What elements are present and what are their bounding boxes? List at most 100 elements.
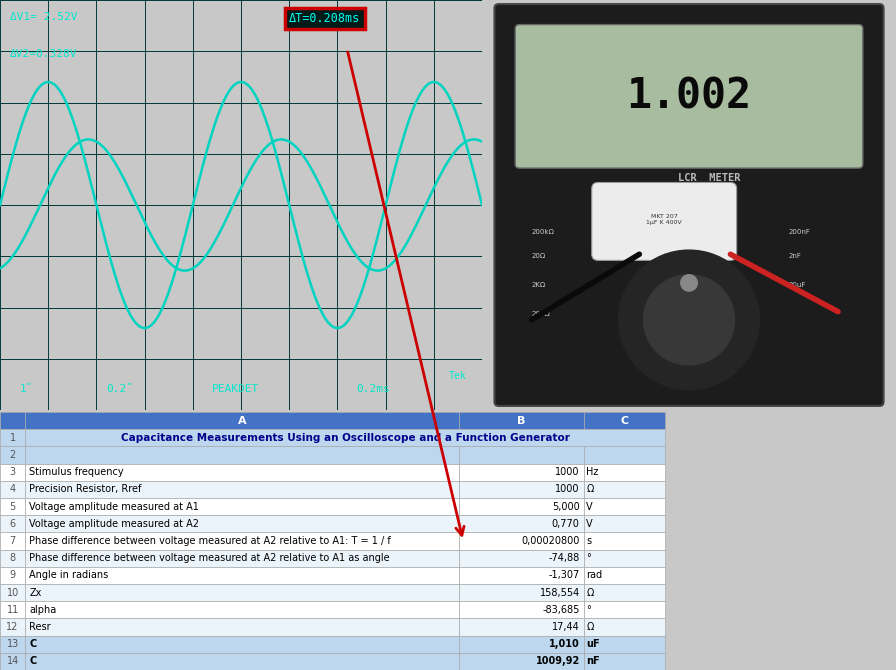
Bar — [0, 481, 25, 498]
Text: nF: nF — [586, 657, 600, 667]
Bar — [25, 464, 459, 481]
Bar — [459, 498, 583, 515]
Bar — [583, 618, 665, 636]
Text: B: B — [517, 415, 525, 425]
Bar — [459, 584, 583, 601]
Text: 5,000: 5,000 — [552, 502, 580, 512]
Text: uF: uF — [586, 639, 600, 649]
Text: 2KΩ: 2KΩ — [531, 282, 546, 288]
Text: C: C — [620, 415, 628, 425]
Bar — [583, 515, 665, 533]
Bar — [0, 446, 25, 464]
Bar — [25, 412, 459, 429]
Bar — [459, 464, 583, 481]
Bar — [25, 446, 459, 464]
Text: 1009,92: 1009,92 — [536, 657, 580, 667]
Text: 14: 14 — [6, 657, 19, 667]
Text: -74,88: -74,88 — [548, 553, 580, 563]
Text: 1000: 1000 — [556, 484, 580, 494]
Text: 17,44: 17,44 — [552, 622, 580, 632]
Bar — [25, 567, 459, 584]
Text: 20μF: 20μF — [788, 282, 806, 288]
Bar — [583, 481, 665, 498]
Text: Ω: Ω — [586, 622, 594, 632]
Text: Zx: Zx — [30, 588, 41, 598]
Text: C: C — [30, 657, 37, 667]
Bar — [25, 498, 459, 515]
Bar — [0, 464, 25, 481]
Bar — [25, 429, 665, 446]
Bar — [25, 549, 459, 567]
Bar — [583, 498, 665, 515]
Bar — [459, 515, 583, 533]
FancyBboxPatch shape — [515, 25, 863, 168]
Text: PEAKDET: PEAKDET — [212, 384, 259, 394]
Bar — [0, 533, 25, 549]
Text: Resr: Resr — [30, 622, 51, 632]
Text: 13: 13 — [6, 639, 19, 649]
Bar — [459, 653, 583, 670]
Circle shape — [681, 275, 697, 291]
Text: °: ° — [586, 553, 591, 563]
Text: 9: 9 — [10, 570, 16, 580]
Bar — [459, 618, 583, 636]
Text: Capacitance Measurements Using an Oscilloscope and a Function Generator: Capacitance Measurements Using an Oscill… — [121, 433, 570, 443]
Text: rad: rad — [586, 570, 602, 580]
Text: 12: 12 — [6, 622, 19, 632]
Text: 1: 1 — [10, 433, 16, 443]
Bar — [583, 412, 665, 429]
Bar — [0, 618, 25, 636]
Text: ΔV2=0.328V: ΔV2=0.328V — [10, 49, 77, 59]
Text: 0.2̃: 0.2̃ — [106, 384, 133, 394]
Text: C: C — [30, 639, 37, 649]
Text: 1000: 1000 — [556, 467, 580, 477]
Text: 10: 10 — [6, 588, 19, 598]
Text: 158,554: 158,554 — [539, 588, 580, 598]
Bar — [459, 636, 583, 653]
Bar — [459, 446, 583, 464]
Text: 5: 5 — [10, 502, 16, 512]
Text: Phase difference between voltage measured at A2 relative to A1 as angle: Phase difference between voltage measure… — [30, 553, 390, 563]
Text: 20Ω: 20Ω — [531, 253, 546, 259]
Bar — [0, 429, 25, 446]
Bar — [459, 567, 583, 584]
Text: 200kΩ: 200kΩ — [531, 228, 555, 234]
Text: A: A — [237, 415, 246, 425]
Text: V: V — [586, 502, 593, 512]
Text: 8: 8 — [10, 553, 16, 563]
Bar — [583, 533, 665, 549]
Text: V: V — [586, 519, 593, 529]
Bar — [583, 567, 665, 584]
Bar — [459, 533, 583, 549]
Bar — [0, 412, 25, 429]
Text: Tek: Tek — [448, 371, 466, 381]
Bar — [25, 636, 459, 653]
Text: 0,00020800: 0,00020800 — [521, 536, 580, 546]
Text: 7: 7 — [10, 536, 16, 546]
Bar — [583, 549, 665, 567]
Text: Precision Resistor, Rref: Precision Resistor, Rref — [30, 484, 142, 494]
Text: 0.2ms: 0.2ms — [357, 384, 391, 394]
Text: 4: 4 — [10, 484, 16, 494]
Text: 200nF: 200nF — [788, 228, 810, 234]
Text: Voltage amplitude measured at A2: Voltage amplitude measured at A2 — [30, 519, 199, 529]
Text: 1̃: 1̃ — [20, 384, 33, 394]
Text: 11: 11 — [6, 605, 19, 615]
Text: Voltage amplitude measured at A1: Voltage amplitude measured at A1 — [30, 502, 199, 512]
Text: 200Ω: 200Ω — [531, 311, 550, 317]
Bar — [25, 653, 459, 670]
Bar — [0, 549, 25, 567]
Text: -83,685: -83,685 — [542, 605, 580, 615]
Bar — [583, 601, 665, 618]
Bar — [0, 601, 25, 618]
Bar — [25, 584, 459, 601]
Bar — [25, 533, 459, 549]
FancyBboxPatch shape — [495, 4, 883, 406]
Bar — [0, 498, 25, 515]
Bar — [583, 446, 665, 464]
Bar — [0, 515, 25, 533]
Text: °: ° — [586, 605, 591, 615]
Bar — [459, 412, 583, 429]
Circle shape — [618, 250, 760, 389]
Text: 1.002: 1.002 — [626, 75, 752, 117]
